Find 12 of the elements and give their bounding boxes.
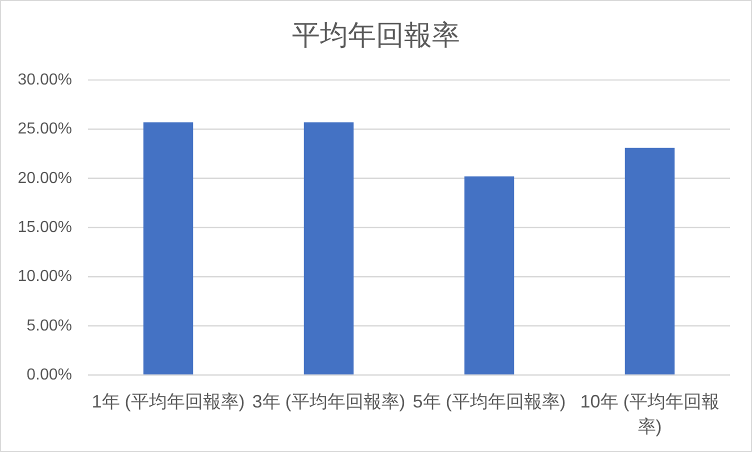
y-tick-label: 10.00% bbox=[17, 268, 72, 285]
x-tick-label: 5年 (平均年回報率) bbox=[412, 390, 566, 411]
title: 平均年回報率 bbox=[292, 19, 460, 50]
y-tick-label: 25.00% bbox=[17, 120, 72, 138]
x-tick-label: 3年 (平均年回報率) bbox=[252, 390, 405, 411]
y-tick-label: 5.00% bbox=[26, 316, 72, 334]
y-tick-label: 15.00% bbox=[17, 218, 72, 236]
y-tick-label: 20.00% bbox=[17, 169, 72, 186]
y-tick-label: 0.00% bbox=[26, 366, 72, 383]
y-tick-label: 30.00% bbox=[17, 71, 72, 88]
x-tick-label: 10年 (平均年回報率) bbox=[580, 390, 719, 436]
x-tick-label: 1年 (平均年回報率) bbox=[91, 390, 244, 411]
